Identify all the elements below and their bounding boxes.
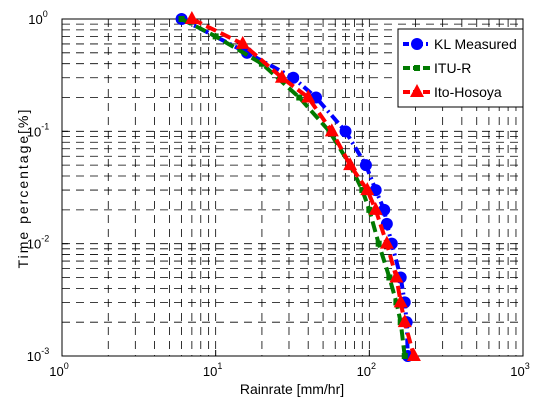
data-point <box>258 60 265 67</box>
data-point <box>235 35 250 49</box>
data-point <box>212 33 219 40</box>
data-point <box>360 182 375 196</box>
data-point <box>359 159 372 172</box>
y-tick-label: 100 <box>28 9 47 27</box>
legend-label: Ito-Hosoya <box>434 84 502 100</box>
x-tick-label: 100 <box>49 361 68 379</box>
data-point <box>375 240 382 247</box>
legend-swatch-marker <box>414 65 420 71</box>
legend-swatch-marker <box>410 84 424 97</box>
data-point <box>296 94 303 101</box>
data-point <box>184 11 199 24</box>
legend-label: KL Measured <box>434 36 517 52</box>
legend-item: Ito-Hosoya <box>403 84 502 100</box>
legend: KL Measured ITU-R Ito-Hosoya <box>397 28 524 108</box>
x-tick-label: 102 <box>357 361 376 379</box>
data-point <box>324 123 339 137</box>
series-layer <box>175 11 421 362</box>
y-axis-label: Time percentage[%] <box>15 108 31 269</box>
data-point <box>380 217 393 230</box>
legend-label: ITU-R <box>434 60 471 76</box>
data-point <box>178 16 185 22</box>
grid <box>62 19 523 356</box>
data-point <box>401 353 408 359</box>
x-tick-label: 103 <box>510 361 529 379</box>
data-point <box>274 69 289 83</box>
data-point <box>368 201 383 215</box>
data-point <box>379 235 394 249</box>
data-point <box>386 274 393 281</box>
data-point <box>397 314 412 328</box>
y-tick-label: 10-3 <box>27 346 49 364</box>
data-point <box>393 294 408 308</box>
data-point <box>359 187 366 194</box>
data-point <box>366 206 373 213</box>
plot-frame <box>61 18 524 357</box>
data-point <box>343 157 358 171</box>
legend-swatch-marker <box>411 38 423 50</box>
legend-item: KL Measured <box>403 36 517 52</box>
series-ito-hosoya <box>184 11 421 361</box>
data-point <box>287 71 300 84</box>
data-point <box>406 348 421 361</box>
x-axis-label: Rainrate [mm/hr] <box>240 381 344 397</box>
data-point <box>389 269 404 283</box>
legend-item: ITU-R <box>403 60 471 76</box>
data-point <box>339 125 352 138</box>
data-point <box>301 89 316 103</box>
x-tick-label: 101 <box>203 361 222 379</box>
